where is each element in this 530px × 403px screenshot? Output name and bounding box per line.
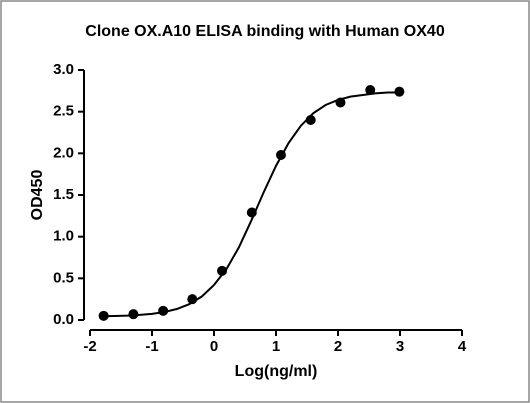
x-tick-label: 1 — [272, 338, 280, 355]
data-point — [128, 309, 139, 320]
y-tick-label: 0.0 — [53, 311, 74, 328]
y-tick-label: 1.0 — [53, 228, 74, 245]
x-tick-label: -1 — [145, 338, 158, 355]
chart-title: Clone OX.A10 ELISA binding with Human OX… — [85, 23, 445, 40]
y-tick-label: 0.5 — [53, 269, 74, 286]
x-tick-label: 0 — [210, 338, 218, 355]
y-tick-label: 1.5 — [53, 186, 74, 203]
x-tick-label: 4 — [458, 338, 467, 355]
x-tick-label: 3 — [396, 338, 404, 355]
x-tick-label: -2 — [83, 338, 96, 355]
fit-curve — [102, 91, 400, 318]
data-point — [365, 85, 376, 95]
data-point — [217, 265, 228, 276]
y-tick-label: 2.0 — [53, 144, 74, 161]
y-axis-label: OD450 — [29, 170, 46, 221]
x-tick-label: 2 — [334, 338, 342, 355]
y-tick-label: 3.0 — [53, 61, 74, 78]
x-axis-label: Log(ng/ml) — [235, 363, 318, 380]
y-tick-label: 2.5 — [53, 103, 74, 120]
